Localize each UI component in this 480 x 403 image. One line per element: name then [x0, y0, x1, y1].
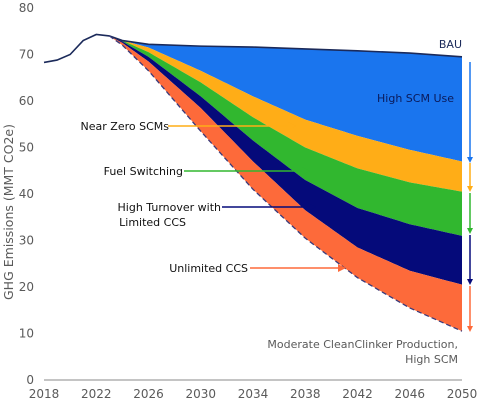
unlimited-ccs-area [109, 35, 462, 332]
fuel-switching-label: Fuel Switching [104, 165, 183, 178]
y-tick-label: 80 [19, 1, 34, 15]
bau-line [43, 33, 463, 64]
y-tick-label: 20 [19, 280, 34, 294]
near-zero-indicator-head [467, 186, 473, 192]
high-turnover-label-line2: Limited CCS [119, 216, 186, 229]
high-scm-use-area [109, 35, 462, 162]
y-tick-label: 40 [19, 187, 34, 201]
high-scm-indicator-head [467, 157, 473, 163]
fuel-switching-arrowhead [302, 167, 310, 175]
x-tick-label: 2038 [290, 387, 321, 401]
high-turnover-label: High Turnover with [118, 201, 221, 214]
x-tick-label: 2026 [133, 387, 164, 401]
annotation-labels: BAU High SCM Use Near Zero SCMs Fuel Swi… [81, 38, 462, 366]
fuel-switching-indicator-head [467, 228, 473, 234]
wedge-indicators [467, 62, 473, 332]
y-tick-label: 30 [19, 234, 34, 248]
x-tick-label: 2022 [81, 387, 112, 401]
x-tick-label: 2034 [238, 387, 269, 401]
y-tick-label: 10 [19, 327, 34, 341]
unlimited-ccs-label: Unlimited CCS [169, 262, 248, 275]
annotation-arrows [168, 122, 346, 272]
y-tick-label: 70 [19, 48, 34, 62]
bau-label: BAU [439, 38, 462, 51]
y-tick-label: 60 [19, 94, 34, 108]
high-turnover-indicator-head [467, 279, 473, 285]
y-tick-labels: 0 10 20 30 40 50 60 70 80 [19, 1, 34, 387]
unlimited-ccs-indicator-head [467, 326, 473, 332]
near-zero-scms-label: Near Zero SCMs [81, 120, 170, 133]
moderate-cleanclinker-line [108, 35, 463, 332]
boundary-lines [43, 33, 463, 332]
moderate-cleanclinker-label-line2: High SCM [405, 353, 458, 366]
high-turnover-arrowhead [308, 203, 316, 211]
x-tick-label: 2050 [447, 387, 478, 401]
y-tick-label: 0 [26, 373, 34, 387]
fuel-switching-area [109, 35, 462, 236]
high-scm-use-label: High SCM Use [377, 92, 454, 105]
high-turnover-area [109, 35, 462, 285]
unlimited-ccs-arrowhead [338, 264, 346, 272]
near-zero-scms-arrowhead [288, 122, 296, 130]
x-tick-label: 2030 [186, 387, 217, 401]
x-tick-label: 2018 [29, 387, 60, 401]
x-tick-label: 2046 [395, 387, 426, 401]
y-tick-label: 50 [19, 141, 34, 155]
moderate-cleanclinker-label: Moderate CleanClinker Production, [267, 338, 458, 351]
wedge-areas [109, 35, 462, 332]
y-axis-label: GHG Emissions (MMT CO2e) [1, 124, 16, 300]
x-tick-label: 2042 [342, 387, 373, 401]
near-zero-scms-area [109, 35, 462, 192]
x-tick-labels: 2018 2022 2026 2030 2034 2038 2042 2046 2050 [29, 387, 478, 401]
